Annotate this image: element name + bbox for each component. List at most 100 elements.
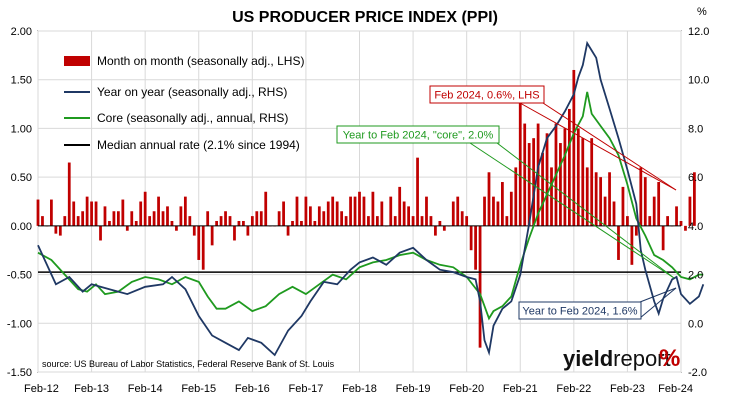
annotation-core: Year to Feb 2024, "core", 2.0% [336, 125, 675, 279]
mom-bar [313, 220, 317, 226]
mom-bar [367, 216, 370, 226]
mom-bar [585, 167, 589, 226]
mom-bar [90, 201, 93, 226]
x-tick-label: Feb-24 [658, 383, 693, 395]
annotation-mom-box [429, 85, 545, 104]
mom-bar [639, 167, 643, 226]
mom-bar [192, 225, 196, 236]
mom-bar [438, 220, 442, 226]
mom-bar [125, 225, 129, 231]
mom-bar [63, 216, 67, 226]
brand-percent-icon: % [659, 345, 680, 372]
annotation-core-leader-2 [496, 142, 675, 279]
mom-bar [362, 196, 366, 226]
mom-bar [492, 196, 495, 226]
mom-bar [608, 172, 611, 226]
left-tick-label: -0.50 [7, 270, 32, 282]
mom-bar [322, 211, 326, 226]
mom-bar [442, 225, 446, 231]
mom-bar [541, 152, 544, 226]
mom-bar [85, 196, 89, 226]
mom-bar [72, 201, 76, 226]
mom-bar [603, 196, 607, 226]
mom-bar [259, 211, 263, 226]
mom-bar [501, 182, 504, 226]
mom-bar [456, 196, 460, 226]
mom-bar [304, 196, 308, 226]
mom-bar [358, 191, 361, 226]
mom-bar [460, 211, 464, 226]
mom-bar [434, 225, 437, 236]
mom-bar [652, 196, 656, 226]
mom-bar [76, 216, 80, 226]
mom-bar [340, 211, 344, 226]
mom-bar [643, 177, 647, 226]
mom-bar [375, 216, 379, 226]
mom-bar [233, 225, 236, 241]
right-tick-label: -2.0 [688, 367, 707, 379]
mom-bar [688, 196, 692, 226]
mom-bar [469, 225, 473, 251]
mom-bar [567, 108, 571, 226]
mom-bar [514, 167, 518, 226]
mom-bar [402, 201, 406, 226]
mom-bar [250, 216, 254, 226]
mom-bar [291, 220, 294, 226]
right-axis-unit: % [697, 6, 707, 18]
yoy-line [37, 40, 705, 357]
annotation-mom-text: Feb 2024, 0.6%, LHS [434, 90, 539, 102]
left-tick-label: 1.50 [11, 75, 32, 87]
mom-bar [661, 225, 665, 251]
mom-bar [581, 138, 585, 226]
mom-bar [416, 157, 419, 226]
mom-bar [496, 201, 500, 226]
mom-bar [121, 199, 125, 226]
mom-bar [175, 225, 178, 231]
mom-bar [215, 220, 218, 226]
mom-bar [398, 186, 402, 226]
annotation-yoy: Year to Feb 2024, 1.6% [518, 287, 677, 320]
mom-bar [228, 216, 232, 226]
annotation-yoy-leader-2 [639, 287, 677, 319]
x-tick-label: Feb-18 [342, 383, 377, 395]
mom-bar [527, 143, 531, 226]
mom-bar [594, 172, 598, 226]
brand-logo: yieldreport % [563, 345, 680, 372]
x-axis-ticks: Feb-12 Feb-13 Feb-14 Feb-15 Feb-16 Feb-17 Feb-… [24, 383, 693, 395]
mom-bar [523, 123, 527, 226]
left-tick-label: -1.50 [7, 367, 32, 379]
mom-bar [509, 191, 513, 226]
mom-bar [308, 206, 312, 226]
mom-bar [335, 201, 339, 226]
mom-bar [246, 225, 250, 236]
mom-bar [170, 220, 174, 226]
mom-bar [389, 196, 393, 226]
brand-logo-text: yieldreport [563, 346, 671, 371]
annotation-yoy-leader-1 [639, 287, 677, 303]
x-tick-label: Feb-23 [610, 383, 645, 395]
legend: Month on month (seasonally adj., LHS) Ye… [64, 54, 304, 152]
mom-bar [326, 201, 330, 226]
right-tick-label: 0.0 [688, 318, 703, 330]
mom-bar [679, 220, 683, 226]
mom-bar [599, 177, 603, 226]
mom-bar [197, 225, 201, 260]
left-tick-label: 0.00 [11, 221, 32, 233]
mom-bar [532, 138, 536, 226]
mom-bar [483, 196, 486, 226]
mom-bar [451, 201, 455, 226]
mom-bar [572, 69, 576, 226]
mom-bar [157, 196, 160, 226]
annotation-yoy-text: Year to Feb 2024, 1.6% [522, 306, 637, 318]
mom-bar [429, 216, 433, 226]
right-axis-ticks: 12.0 10.0 8.0 6.0 4.0 2.0 0.0 -2.0 [688, 26, 709, 379]
right-tick-label: 4.0 [688, 221, 703, 233]
source-note: source: US Bureau of Labor Statistics, F… [42, 359, 335, 369]
annotation-core-box [336, 125, 500, 144]
mom-bar [420, 216, 424, 226]
mom-bar [478, 225, 482, 348]
mom-bar [242, 220, 245, 226]
mom-bar [621, 186, 625, 226]
